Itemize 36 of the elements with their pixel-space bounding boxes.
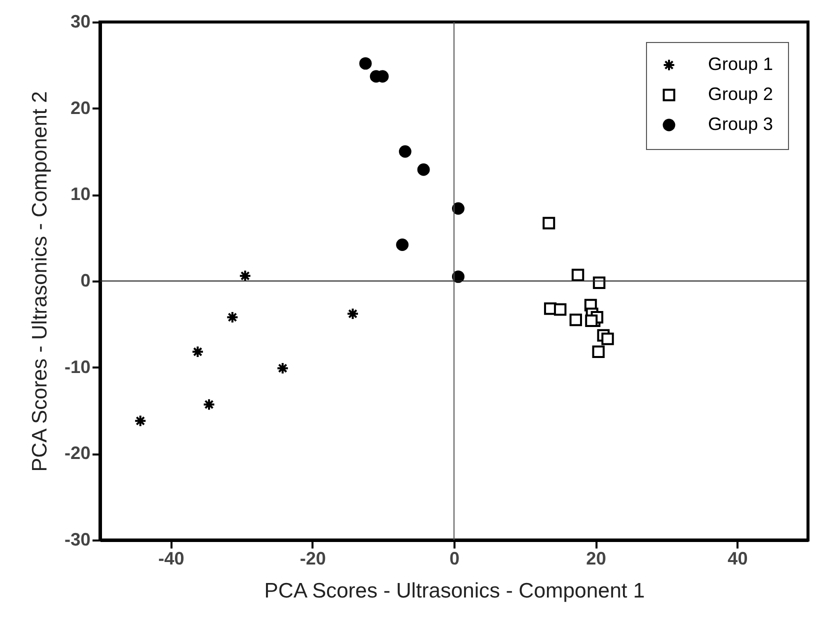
x-tick-label: 0: [449, 548, 460, 568]
point: [359, 57, 372, 70]
point: [572, 268, 584, 282]
point: [417, 163, 430, 176]
point: [276, 362, 289, 374]
point: [585, 314, 598, 327]
point: [346, 308, 359, 320]
y-tick-label: -10: [64, 356, 90, 377]
point: [570, 314, 582, 326]
x-tick-label: -40: [158, 548, 184, 568]
x-tick-label: 20: [586, 548, 606, 568]
point: [191, 346, 204, 358]
y-tick-label: -20: [64, 443, 90, 464]
y-tick-label: 10: [70, 184, 90, 204]
x-axis-title: PCA Scores - Ultrasonics - Component 1: [264, 580, 645, 602]
legend-label: Group 3: [708, 114, 774, 134]
point: [134, 414, 147, 428]
y-tick-label: 0: [80, 270, 90, 290]
point: [554, 303, 566, 316]
y-axis-title: PCA Scores - Ultrasonics - Component 2: [28, 91, 52, 472]
y-tick-label: -30: [64, 530, 90, 550]
point: [202, 398, 216, 411]
point: [452, 202, 464, 215]
point: [592, 276, 606, 289]
y-tick-label: 20: [70, 98, 90, 118]
legend-label: Group 2: [708, 84, 774, 104]
point: [592, 346, 605, 358]
point: [398, 145, 412, 158]
x-tick-label: -20: [300, 548, 326, 568]
point: [542, 216, 556, 230]
point: [396, 238, 409, 251]
x-tick-label: 40: [728, 548, 748, 568]
point: [226, 311, 239, 324]
y-tick-label: 30: [70, 12, 90, 32]
legend-label: Group 1: [708, 54, 774, 74]
point: [601, 332, 614, 346]
